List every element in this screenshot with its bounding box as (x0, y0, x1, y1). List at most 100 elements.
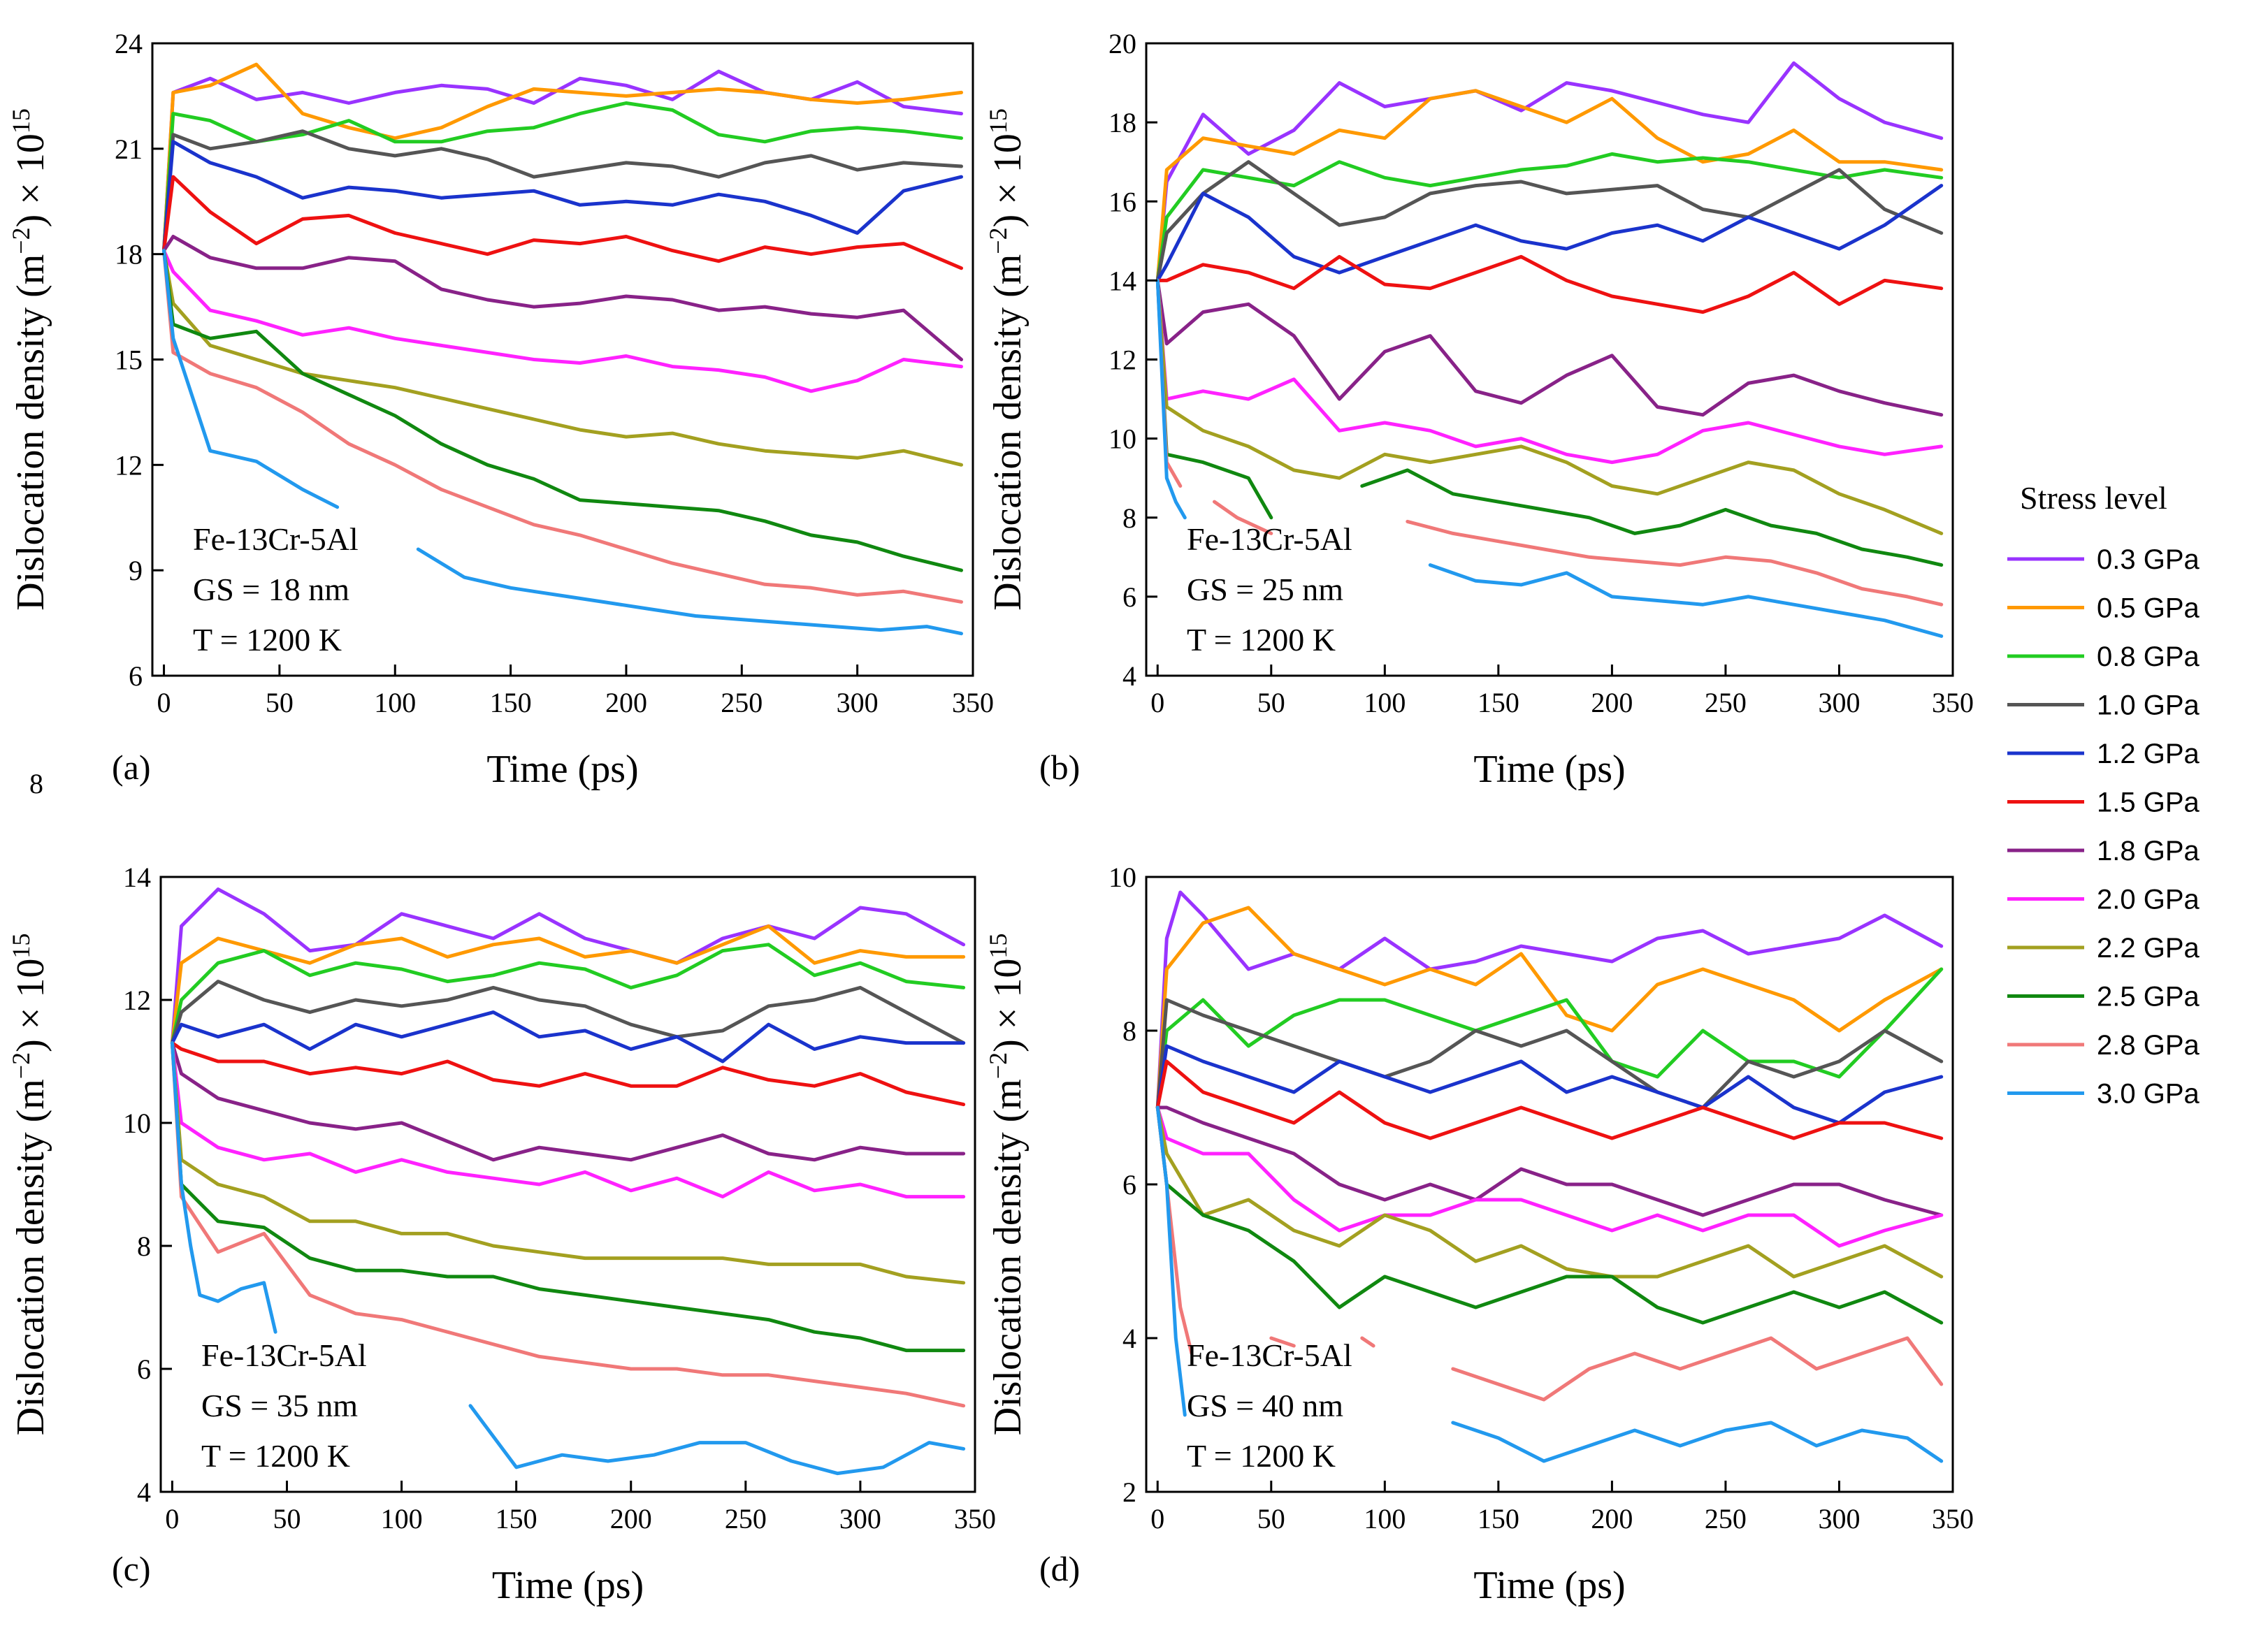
x-tick-label: 100 (1364, 1503, 1406, 1534)
x-tick-label: 0 (1150, 687, 1164, 718)
x-tick-label: 50 (266, 687, 294, 718)
series-line-3-0-gpa (162, 249, 963, 636)
y-tick-label: 18 (115, 239, 143, 270)
series-line-2-0-gpa (170, 1041, 966, 1199)
series-line-1-2-gpa (162, 140, 963, 253)
y-tick-label: 18 (1108, 107, 1136, 138)
series-line-1-5-gpa (1155, 1059, 1944, 1140)
x-tick-label: 200 (1591, 687, 1633, 718)
annotation-line-1: GS = 18 nm (193, 572, 349, 607)
series-line-2-5-gpa (1155, 1105, 1944, 1325)
x-tick-label: 50 (1257, 687, 1285, 718)
y-tick-label: 6 (1122, 1169, 1136, 1200)
y-tick-label: 2 (1122, 1476, 1136, 1508)
series-line-1-5-gpa (1155, 254, 1944, 314)
legend-label: 1.5 GPa (2097, 787, 2200, 818)
series-line-0-5-gpa (1155, 906, 1944, 1110)
plot-frame (159, 876, 976, 1493)
series-line-0-5-gpa (170, 924, 966, 1045)
series-line-1-2-gpa (170, 1010, 966, 1064)
x-tick-label: 150 (1478, 687, 1519, 718)
series-line-0-8-gpa (1155, 152, 1944, 282)
series-group (170, 887, 966, 1476)
series-line-0-3-gpa (170, 887, 966, 1045)
x-tick-label: 150 (496, 1503, 537, 1534)
series-line-1-8-gpa (1155, 278, 1944, 417)
y-tick-label: 14 (123, 862, 151, 893)
panel-letter: (c) (112, 1549, 151, 1588)
legend-label: 1.0 GPa (2097, 690, 2200, 721)
series-line-2-8-gpa (1155, 1105, 1944, 1402)
legend-label: 2.2 GPa (2097, 933, 2200, 964)
series-line-2-0-gpa (1155, 1105, 1944, 1248)
series-line-2-0-gpa (1155, 278, 1944, 465)
series-line-0-5-gpa (162, 62, 963, 253)
y-tick-label: 8 (1122, 1015, 1136, 1047)
annotation-line-2: T = 1200 K (1187, 622, 1336, 658)
x-axis-title: Time (ps) (1473, 748, 1625, 791)
y-tick-label: 10 (1108, 862, 1136, 893)
x-axis-title: Time (ps) (1473, 1564, 1625, 1607)
annotation-line-0: Fe-13Cr-5Al (193, 521, 359, 557)
legend-item: 2.5 GPa (2007, 982, 2200, 1012)
legend-item: 2.8 GPa (2007, 1030, 2200, 1061)
y-tick-label: 15 (115, 344, 143, 376)
series-line-1-5-gpa (170, 1041, 966, 1107)
series-line-2-0-gpa (162, 249, 963, 393)
x-tick-label: 250 (1705, 687, 1747, 718)
x-tick-label: 300 (837, 687, 879, 718)
x-tick-label: 350 (1932, 687, 1974, 718)
series-line-2-2-gpa (1155, 1105, 1944, 1279)
series-line-2-2-gpa (1155, 278, 1944, 535)
series-line-1-0-gpa (162, 129, 963, 253)
x-tick-label: 350 (952, 687, 994, 718)
y-tick-label: 21 (115, 133, 143, 165)
annotation-line-1: GS = 35 nm (201, 1388, 358, 1423)
legend-item: 3.0 GPa (2007, 1079, 2200, 1110)
x-tick-label: 250 (725, 1503, 767, 1534)
legend-item: 1.2 GPa (2007, 739, 2200, 769)
x-tick-label: 250 (721, 687, 763, 718)
y-tick-label: 6 (1122, 581, 1136, 613)
x-tick-label: 200 (1591, 1503, 1633, 1534)
y-tick-label: 12 (123, 985, 151, 1016)
series-line-1-0-gpa (170, 980, 966, 1045)
legend-item: 0.8 GPa (2007, 641, 2200, 672)
series-group (1155, 890, 1944, 1463)
series-line-3-0-gpa (1155, 1105, 1944, 1463)
legend-label: 2.0 GPa (2097, 885, 2200, 915)
y-tick-label: 12 (115, 449, 143, 481)
series-line-1-0-gpa (1155, 998, 1944, 1110)
series-line-1-8-gpa (1155, 1105, 1944, 1217)
y-tick-label: 9 (129, 555, 143, 586)
y-tick-label: 12 (1108, 344, 1136, 376)
annotation-line-2: T = 1200 K (1187, 1438, 1336, 1474)
series-line-1-5-gpa (162, 175, 963, 270)
series-line-2-5-gpa (162, 249, 963, 572)
legend-item: 0.3 GPa (2007, 544, 2200, 575)
panel-letter: (d) (1039, 1549, 1080, 1588)
y-axis-title: Dislocation density (m−2) × 1015 (7, 108, 52, 611)
x-tick-label: 100 (1364, 687, 1406, 718)
legend-label: 0.3 GPa (2097, 544, 2200, 575)
chart-panel-1: 0 50 100 150 200 250 300 350 4 6 8 10 12 14 16 18 20 Time… (984, 28, 1974, 791)
series-line-3-0-gpa (170, 1041, 966, 1476)
series-line-2-8-gpa (162, 249, 963, 604)
annotation-line-2: T = 1200 K (201, 1438, 350, 1474)
y-tick-label: 4 (137, 1476, 151, 1508)
x-tick-label: 0 (165, 1503, 179, 1534)
x-tick-label: 0 (1150, 1503, 1164, 1534)
series-line-3-0-gpa (1155, 278, 1944, 638)
legend-label: 0.8 GPa (2097, 641, 2200, 672)
legend-item: 1.0 GPa (2007, 690, 2200, 721)
series-line-2-5-gpa (170, 1041, 966, 1353)
annotation-line-0: Fe-13Cr-5Al (1187, 1337, 1352, 1373)
legend-label: 1.8 GPa (2097, 836, 2200, 866)
legend-label: 2.5 GPa (2097, 982, 2200, 1012)
series-group (1155, 61, 1944, 638)
x-tick-label: 200 (605, 687, 647, 718)
legend-label: 1.2 GPa (2097, 739, 2200, 769)
x-tick-label: 350 (954, 1503, 996, 1534)
x-axis-title: Time (ps) (486, 748, 638, 791)
